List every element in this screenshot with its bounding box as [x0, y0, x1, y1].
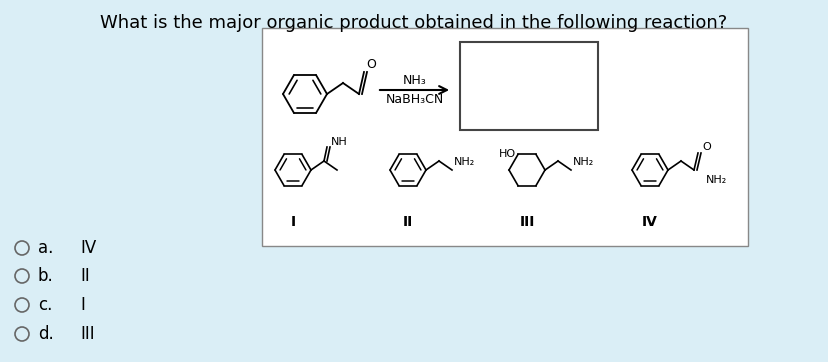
Text: NaBH₃CN: NaBH₃CN [385, 93, 443, 106]
Text: c.: c. [38, 296, 52, 314]
Text: NH₃: NH₃ [402, 74, 426, 87]
Text: NH₂: NH₂ [705, 175, 726, 185]
Text: NH₂: NH₂ [454, 157, 474, 167]
Text: O: O [701, 142, 710, 152]
Text: b.: b. [38, 267, 54, 285]
Text: What is the major organic product obtained in the following reaction?: What is the major organic product obtain… [100, 14, 727, 32]
Text: d.: d. [38, 325, 54, 343]
Text: HO: HO [498, 150, 515, 159]
Text: I: I [290, 215, 296, 229]
Text: O: O [365, 58, 375, 71]
Text: IV: IV [80, 239, 96, 257]
Text: II: II [80, 267, 89, 285]
Text: NH₂: NH₂ [572, 157, 594, 167]
Text: NH: NH [330, 137, 347, 147]
Text: II: II [402, 215, 412, 229]
Text: III: III [80, 325, 94, 343]
Bar [460, 42, 597, 130]
Text: a.: a. [38, 239, 53, 257]
Text: I: I [80, 296, 84, 314]
Text: IV: IV [642, 215, 657, 229]
Bar [262, 28, 747, 246]
Text: III: III [518, 215, 534, 229]
